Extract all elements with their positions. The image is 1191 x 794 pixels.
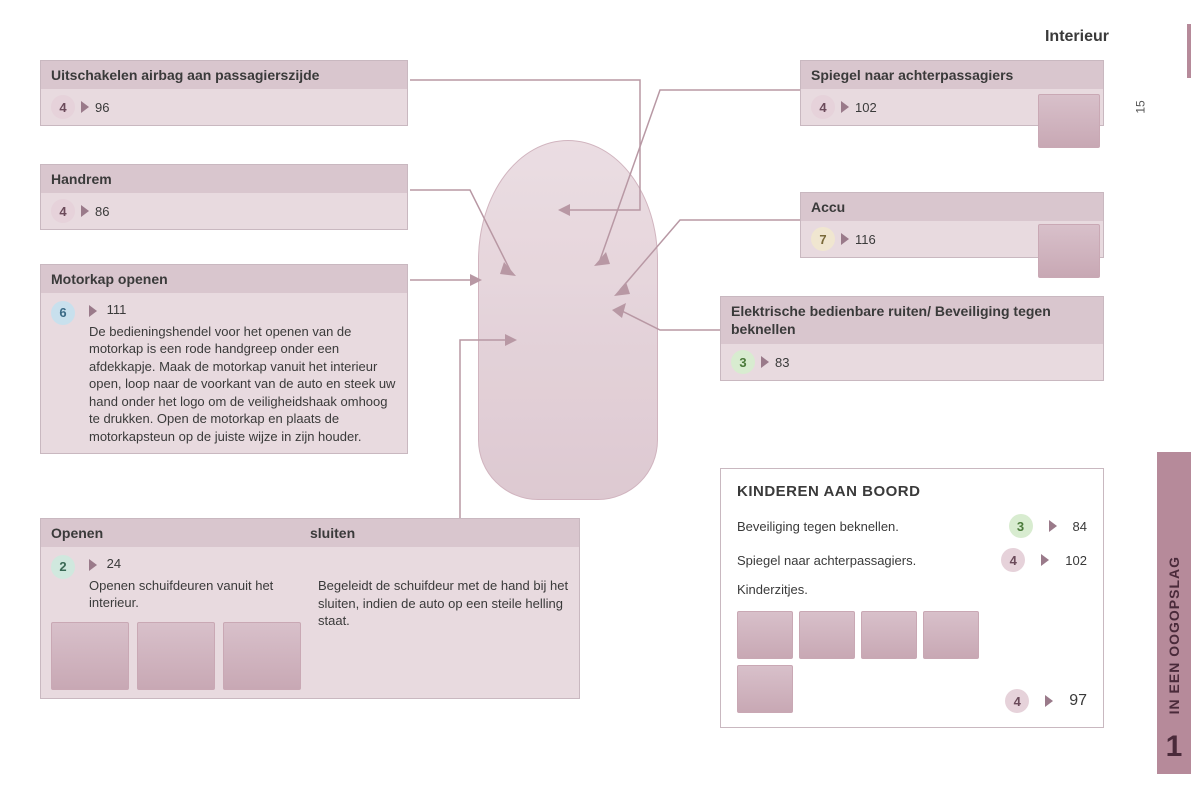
card-motorkap-title: Motorkap openen	[41, 265, 407, 293]
triangle-icon	[841, 101, 849, 113]
page-ref: 102	[1065, 553, 1087, 568]
chapter-badge: 3	[731, 350, 755, 374]
kinderen-row: Spiegel naar achterpassagiers. 4 102	[737, 548, 1087, 572]
thumb-childseat-4	[923, 611, 979, 659]
kinderen-title: KINDEREN AAN BOORD	[737, 483, 1087, 500]
thumb-childseat-2	[799, 611, 855, 659]
chapter-badge: 4	[51, 199, 75, 223]
kinderzitjes-thumbs	[737, 611, 995, 713]
triangle-icon	[89, 559, 97, 571]
chapter-badge: 3	[1009, 514, 1033, 538]
card-ruiten: Elektrische bedienbare ruiten/ Beveiligi…	[720, 296, 1104, 381]
page-ref: 102	[855, 100, 877, 115]
chapter-badge: 4	[1001, 548, 1025, 572]
thumb-accu	[1038, 224, 1100, 278]
triangle-icon	[81, 205, 89, 217]
manual-page: Interieur 15 IN EEN OOGOPSLAG 1 Uitschak…	[0, 0, 1191, 794]
card-handrem: Handrem 4 86	[40, 164, 408, 230]
thumb-childseat-1	[737, 611, 793, 659]
triangle-icon	[89, 305, 97, 317]
thumb-childseat-5	[737, 665, 793, 713]
card-openen-title-left: Openen	[51, 525, 310, 541]
triangle-icon	[1041, 554, 1049, 566]
card-motorkap: Motorkap openen 6 111 De bedieningshende…	[40, 264, 408, 454]
chapter-badge: 7	[811, 227, 835, 251]
card-handrem-title: Handrem	[41, 165, 407, 193]
triangle-icon	[761, 356, 769, 368]
triangle-icon	[1049, 520, 1057, 532]
page-ref: 83	[775, 355, 789, 370]
card-openen-sluiten: Openen sluiten 2 24 Openen schuifdeuren …	[40, 518, 580, 699]
card-spiegel-title: Spiegel naar achterpassagiers	[801, 61, 1103, 89]
card-airbag-title: Uitschakelen airbag aan passagierszijde	[41, 61, 407, 89]
chapter-badge: 4	[811, 95, 835, 119]
page-ref: 96	[95, 100, 109, 115]
card-kinderen: KINDEREN AAN BOORD Beveiliging tegen bek…	[720, 468, 1104, 728]
kinderen-row-label: Beveiliging tegen beknellen.	[737, 519, 899, 534]
chapter-badge: 4	[1005, 689, 1029, 713]
card-motorkap-desc: De bedieningshendel voor het openen van …	[89, 323, 397, 446]
page-ref: 97	[1069, 692, 1087, 710]
card-airbag: Uitschakelen airbag aan passagierszijde …	[40, 60, 408, 126]
thumb-remote	[137, 622, 215, 690]
thumb-spiegel	[1038, 94, 1100, 148]
openen-desc-right: Begeleidt de schuifdeur met de hand bij …	[318, 577, 569, 630]
page-ref: 24	[107, 556, 121, 571]
chapter-badge: 2	[51, 555, 75, 579]
thumb-childseat-3	[861, 611, 917, 659]
page-ref: 116	[855, 232, 876, 247]
triangle-icon	[841, 233, 849, 245]
page-ref: 84	[1073, 519, 1087, 534]
chapter-badge: 4	[51, 95, 75, 119]
kinderen-row-label: Kinderzitjes.	[737, 582, 1087, 597]
triangle-icon	[1045, 695, 1053, 707]
thumb-key	[223, 622, 301, 690]
card-openen-title-right: sluiten	[310, 525, 569, 541]
card-ruiten-title: Elektrische bedienbare ruiten/ Beveiligi…	[721, 297, 1103, 344]
card-accu-title: Accu	[801, 193, 1103, 221]
kinderen-row: Beveiliging tegen beknellen. 3 84	[737, 514, 1087, 538]
page-ref: 86	[95, 204, 109, 219]
chapter-badge: 6	[51, 301, 75, 325]
triangle-icon	[81, 101, 89, 113]
kinderen-row-label: Spiegel naar achterpassagiers.	[737, 553, 916, 568]
page-ref: 111	[107, 302, 127, 317]
thumb-mirror	[51, 622, 129, 690]
openen-desc-left: Openen schuifdeuren vanuit het interieur…	[89, 577, 302, 612]
